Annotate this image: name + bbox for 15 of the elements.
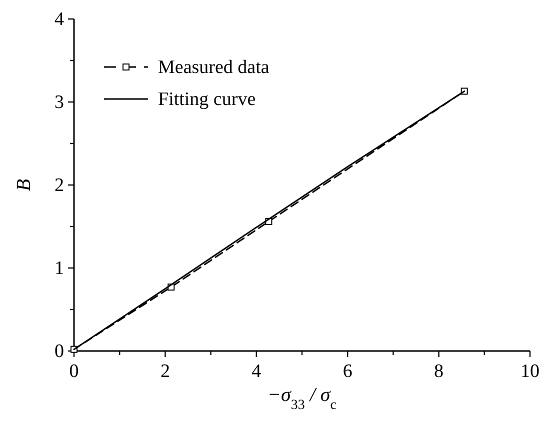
x-axis-title: −σ$_{33}$ / σ$_{c}$	[268, 384, 336, 412]
y-axis-title: B	[13, 178, 35, 192]
x-tick-label: 10	[520, 361, 540, 382]
y-tick-label: 3	[54, 92, 64, 113]
y-tick-label: 1	[54, 258, 64, 279]
y-tick-label: 0	[54, 341, 64, 362]
legend-label: Fitting curve	[158, 89, 256, 110]
x-tick-label: 8	[434, 361, 444, 382]
x-tick-label: 6	[342, 361, 352, 382]
x-tick-label: 2	[160, 361, 170, 382]
x-tick-label: 4	[252, 361, 262, 382]
y-tick-label: 4	[54, 9, 64, 30]
x-tick-label: 0	[69, 361, 79, 382]
y-tick-label: 2	[54, 175, 64, 196]
legend-label: Measured data	[158, 57, 270, 78]
